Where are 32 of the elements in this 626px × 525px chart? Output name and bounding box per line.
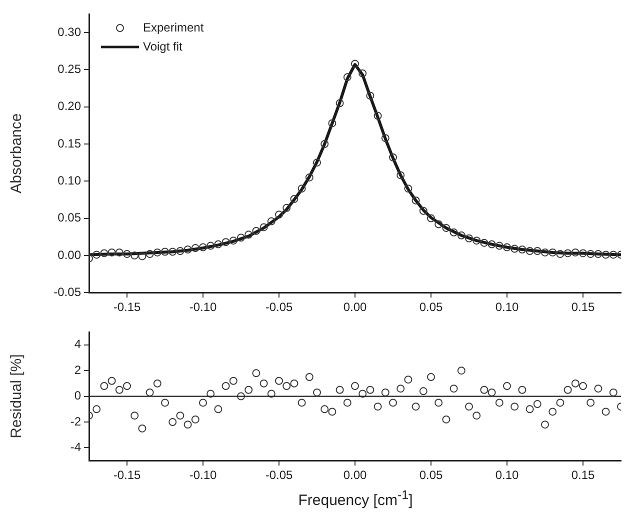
- x-tick-label: 0.15: [571, 468, 595, 482]
- y-axis-title: Absorbance: [8, 113, 26, 194]
- y-tick-label: 0.15: [58, 136, 82, 150]
- x-tick-label: -0.05: [265, 468, 293, 482]
- x-tick-label: -0.05: [265, 300, 293, 314]
- y-tick-label: 0.05: [58, 210, 82, 225]
- legend-label: Experiment: [143, 20, 204, 34]
- x-tick-label: 0.10: [495, 300, 519, 314]
- y-tick-label: 0.30: [58, 24, 82, 39]
- x-tick-label: 0.05: [419, 468, 443, 482]
- x-tick-label: 0.00: [343, 300, 367, 314]
- x-axis-title: Frequency [cm$^{-1}$]: [297, 488, 414, 509]
- x-tick-label: 0.10: [495, 468, 519, 482]
- x-tick-label: -0.15: [113, 300, 141, 314]
- y-tick-label: 4: [74, 337, 82, 352]
- x-tick-label: -0.10: [189, 468, 217, 482]
- y-tick-label: -0.05: [54, 284, 82, 299]
- y-tick-label: 0.00: [58, 248, 82, 262]
- y-axis-title: Residual [%]: [8, 354, 26, 438]
- y-tick-label: 0: [74, 388, 82, 403]
- legend-label: Voigt fit: [143, 39, 184, 54]
- y-tick-label: 0.20: [58, 99, 82, 114]
- x-tick-label: -0.15: [113, 468, 141, 482]
- x-tick-label: 0.15: [571, 300, 595, 314]
- y-tick-label: -4: [70, 440, 82, 454]
- x-tick-label: 0.00: [343, 468, 367, 482]
- y-tick-label: 0.10: [58, 173, 82, 188]
- y-tick-label: -2: [70, 414, 82, 428]
- x-tick-label: -0.10: [189, 300, 217, 314]
- y-tick-label: 2: [74, 362, 82, 377]
- x-tick-label: 0.05: [419, 300, 443, 314]
- y-tick-label: 0.25: [58, 62, 82, 76]
